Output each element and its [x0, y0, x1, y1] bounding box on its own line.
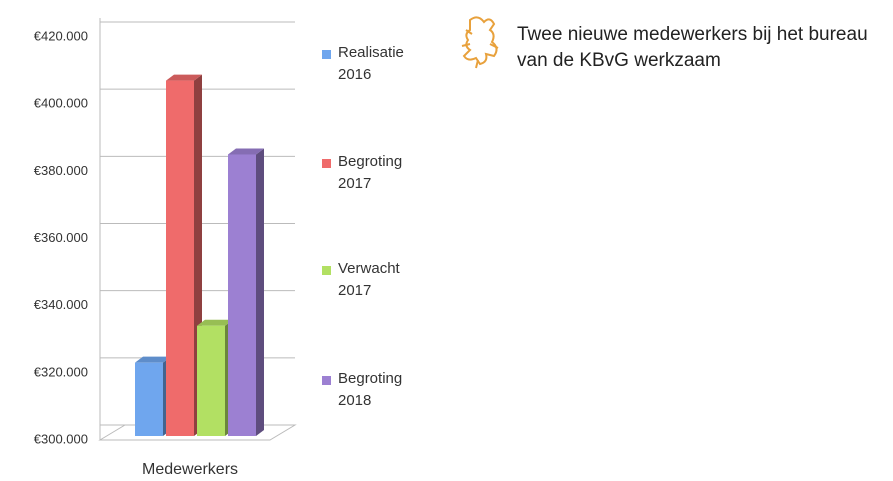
bar-top	[166, 74, 202, 81]
bar-top	[228, 148, 264, 155]
bar	[166, 80, 194, 436]
legend-swatch	[322, 50, 331, 59]
legend-label: Begroting 2018	[338, 370, 403, 409]
bar-top	[135, 356, 171, 363]
legend-label: Realisatie 2016	[338, 44, 404, 83]
headline: Twee nieuwe medewerkers bij het bureau v…	[517, 24, 868, 71]
y-tick-label: €300.000	[34, 431, 88, 446]
bar	[228, 154, 256, 436]
y-tick-label: €340.000	[34, 297, 88, 312]
y-tick-label: €380.000	[34, 163, 88, 178]
y-tick-label: €420.000	[34, 28, 88, 43]
x-tick-label: Medewerkers	[142, 461, 238, 478]
bar-side	[256, 148, 264, 436]
legend-label: Begroting 2017	[338, 153, 403, 192]
legend-swatch	[322, 376, 331, 385]
bar-top	[197, 319, 233, 326]
y-tick-label: €400.000	[34, 96, 88, 111]
legend-swatch	[322, 266, 331, 275]
legend-swatch	[322, 159, 331, 168]
legend-label: Verwacht 2017	[338, 260, 400, 299]
y-tick-label: €360.000	[34, 230, 88, 245]
logo	[461, 16, 499, 69]
bar	[135, 362, 163, 436]
bar	[197, 325, 225, 436]
y-tick-label: €320.000	[34, 364, 88, 379]
